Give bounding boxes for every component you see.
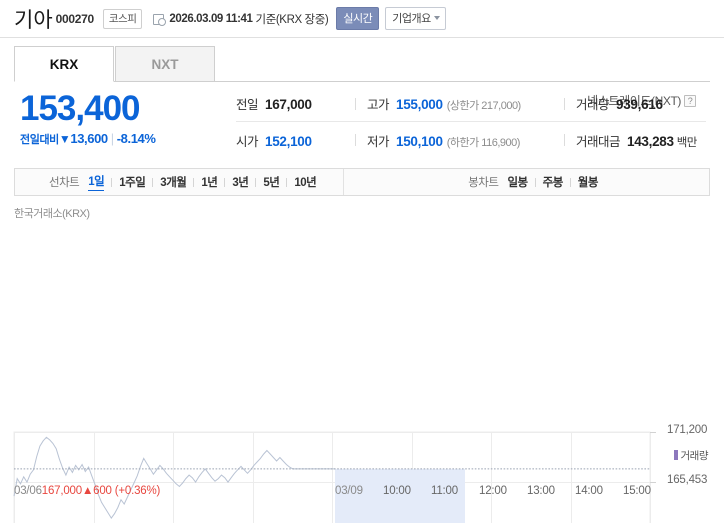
y-axis-tick: 165,453 [667, 474, 708, 487]
divider: | [110, 131, 114, 146]
divider [355, 97, 356, 110]
quote-summary: 153,400 전일대비▼13,600 | -8.14% 전일 167,000 고가… [0, 84, 724, 160]
detail-value: 155,000 [396, 97, 443, 112]
market-badge: 코스피 [102, 8, 143, 29]
detail-label: 저가 [367, 134, 390, 149]
price-change-block: 전일대비▼13,600 | -8.14% [20, 131, 156, 147]
candle-chart-caption: 봉차트 [468, 177, 499, 189]
tab-krx[interactable]: KRX [14, 46, 114, 82]
detail-turnover: 거래대금 143,283 백만 [576, 131, 697, 150]
detail-value: 150,100 [396, 133, 443, 149]
current-price-block: 153,400 전일대비▼13,600 | -8.14% [20, 90, 156, 147]
period-3m[interactable]: 3개월 [160, 177, 187, 189]
chart-source-label: 한국거래소(KRX) [14, 208, 90, 220]
detail-unit: 백만 [676, 136, 698, 149]
detail-value: 152,100 [265, 133, 312, 149]
detail-label: 거래대금 [576, 134, 621, 149]
candle-daily[interactable]: 일봉 [507, 177, 528, 189]
divider [193, 177, 195, 187]
divider [564, 97, 565, 110]
detail-value: 167,000 [265, 97, 312, 112]
table-row: 전일 167,000 고가 155,000 (상한가 217,000) 거래량 … [236, 86, 706, 122]
detail-volume: 거래량 939,616 [576, 94, 663, 113]
quote-timestamp: 2026.03.09 11:41 [169, 12, 253, 25]
price-change-label: 전일대비 [20, 134, 59, 146]
previous-day-change: ▲600 [81, 485, 112, 497]
calendar-clock-icon [153, 13, 167, 26]
chart-x-axis: 03/09 10:00 11:00 12:00 13:00 14:00 15:00 [0, 485, 724, 505]
period-10y[interactable]: 10년 [294, 177, 317, 189]
price-chart[interactable]: 한국거래소(KRX) 171,200165,453159,705153,9581… [0, 200, 724, 523]
previous-day-info: 03/06167,000▲600 (+0.36%) [14, 485, 160, 497]
company-overview-dropdown[interactable]: 기업개요 [385, 7, 446, 30]
candle-weekly[interactable]: 주봉 [542, 177, 564, 189]
detail-value: 939,616 [616, 97, 663, 112]
tab-nxt[interactable]: NXT [115, 46, 215, 82]
period-1w[interactable]: 1주일 [119, 177, 146, 189]
price-change-rate: -8.14% [116, 131, 156, 146]
detail-low: 저가 150,100 (하한가 116,900) [367, 131, 553, 150]
divider [286, 177, 288, 187]
candle-chart-periods: 봉차트 일봉 주봉 월봉 [344, 174, 598, 190]
divider [111, 177, 113, 187]
realtime-badge[interactable]: 실시간 [336, 7, 380, 30]
line-chart-periods: 선차트 1일 1주일 3개월 1년 3년 5년 10년 [15, 173, 317, 191]
market-tabs: KRX NXT 넥스트레이드(NXT)? [0, 38, 724, 108]
divider [355, 134, 356, 146]
divider [343, 169, 345, 195]
volume-legend: 거래량 [673, 448, 709, 463]
chart-canvas[interactable] [0, 200, 724, 523]
question-mark-icon[interactable]: ? [684, 95, 696, 107]
period-5y[interactable]: 5년 [263, 177, 280, 189]
divider [255, 177, 257, 187]
page-title: 기아 [14, 8, 53, 32]
detail-label: 전일 [236, 98, 259, 112]
detail-label: 시가 [236, 134, 259, 149]
divider [564, 134, 565, 146]
nxt-note-label: 넥스트레이드(NXT) [587, 94, 681, 108]
detail-label: 고가 [367, 98, 390, 112]
detail-open: 시가 152,100 [236, 131, 344, 150]
quote-detail-table: 전일 167,000 고가 155,000 (상한가 217,000) 거래량 … [236, 86, 706, 158]
detail-prev-close: 전일 167,000 [236, 94, 344, 113]
x-axis-tick: 03/09 [335, 485, 363, 497]
down-triangle-icon: ▼ [58, 132, 71, 146]
x-axis-tick: 10:00 [383, 485, 411, 497]
line-chart-caption: 선차트 [49, 177, 80, 189]
table-row: 시가 152,100 저가 150,100 (하한가 116,900) 거래대금… [236, 122, 706, 158]
x-axis-tick: 12:00 [479, 485, 507, 497]
x-axis-tick: 11:00 [431, 485, 458, 497]
detail-value: 143,283 [627, 133, 674, 149]
stock-code: 000270 [55, 11, 95, 26]
volume-legend-label: 거래량 [680, 450, 709, 462]
x-axis-tick: 14:00 [575, 485, 603, 497]
divider [569, 177, 571, 187]
divider [152, 177, 154, 187]
volume-legend-swatch [673, 450, 678, 460]
previous-day-price: 167,000 [41, 485, 82, 497]
previous-day-label: 03/06 [14, 485, 42, 497]
quote-basis-text: 기준(KRX 장중) [255, 13, 329, 26]
y-axis-tick: 171,200 [667, 424, 708, 436]
upper-limit-note: (상한가 217,000) [446, 100, 522, 112]
x-axis-tick: 13:00 [527, 485, 555, 497]
nxt-note: 넥스트레이드(NXT)? [587, 92, 696, 109]
previous-day-rate: (+0.36%) [114, 485, 161, 497]
detail-label: 거래량 [576, 98, 610, 112]
detail-high: 고가 155,000 (상한가 217,000) [367, 94, 553, 113]
period-1y[interactable]: 1년 [201, 177, 218, 189]
period-3y[interactable]: 3년 [232, 177, 249, 189]
price-change-value: 13,600 [70, 131, 108, 146]
chart-toolbar: 선차트 1일 1주일 3개월 1년 3년 5년 10년 봉차트 일봉 주봉 월봉 [14, 168, 710, 196]
page-header: 기아 000270 코스피 2026.03.09 11:41 기준(KRX 장중… [0, 0, 724, 38]
current-price: 153,400 [20, 89, 141, 128]
divider [534, 177, 536, 187]
period-1d[interactable]: 1일 [88, 173, 105, 191]
divider [224, 177, 226, 187]
x-axis-tick: 15:00 [623, 485, 651, 497]
candle-monthly[interactable]: 월봉 [577, 177, 599, 189]
lower-limit-note: (하한가 116,900) [446, 136, 521, 149]
